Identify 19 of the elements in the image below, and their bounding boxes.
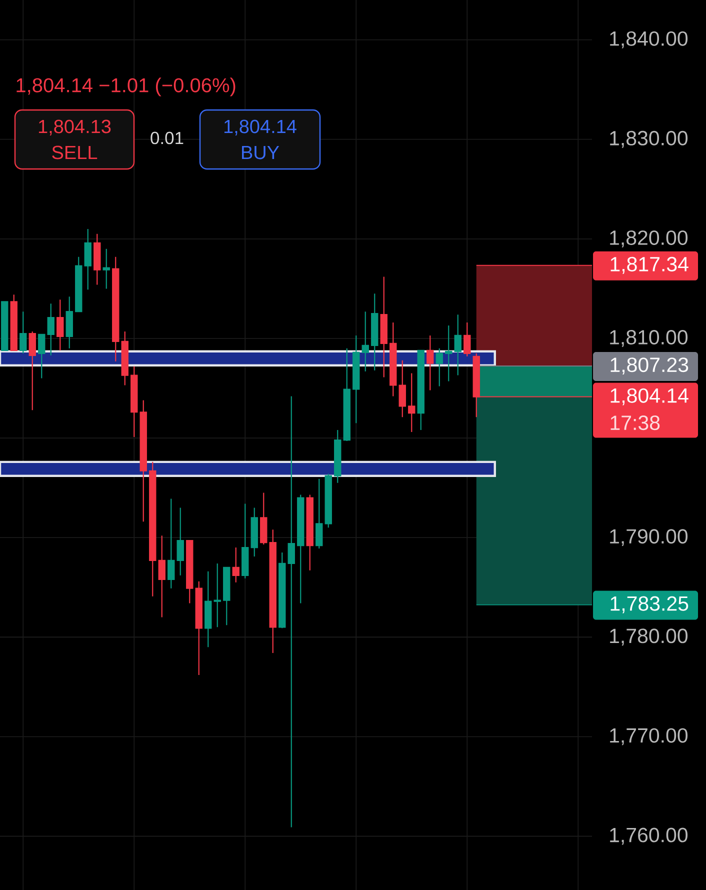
ref-line-label: 1,807.23 (610, 358, 688, 375)
annotation: 1,804.14 (224, 120, 296, 136)
text: 17:38 (610, 416, 660, 430)
y-tick-label: 1,810.00 (610, 330, 688, 347)
annotation: BUY (242, 146, 280, 160)
annotation: 1,804.13 (38, 120, 111, 136)
ref-line-label: 1,817.34 (610, 256, 688, 274)
ref-line-label: 1,804.14 (610, 388, 688, 406)
y-tick-label: 1,820.00 (610, 230, 688, 248)
ref-line-label: 1,783.25 (610, 596, 688, 614)
y-tick-label: 1,790.00 (610, 529, 688, 546)
y-tick-label: 1,840.00 (610, 31, 688, 48)
annotation: 1,804.14 −1.01 (−0.06%) (16, 78, 236, 96)
y-tick-label: 1,830.00 (610, 130, 688, 148)
y-tick-label: 1,760.00 (610, 828, 688, 845)
annotation: 0.01 (150, 132, 184, 144)
y-tick-label: 1,780.00 (610, 628, 688, 646)
y-tick-label: 1,770.00 (610, 728, 688, 746)
annotation: SELL (52, 146, 98, 160)
